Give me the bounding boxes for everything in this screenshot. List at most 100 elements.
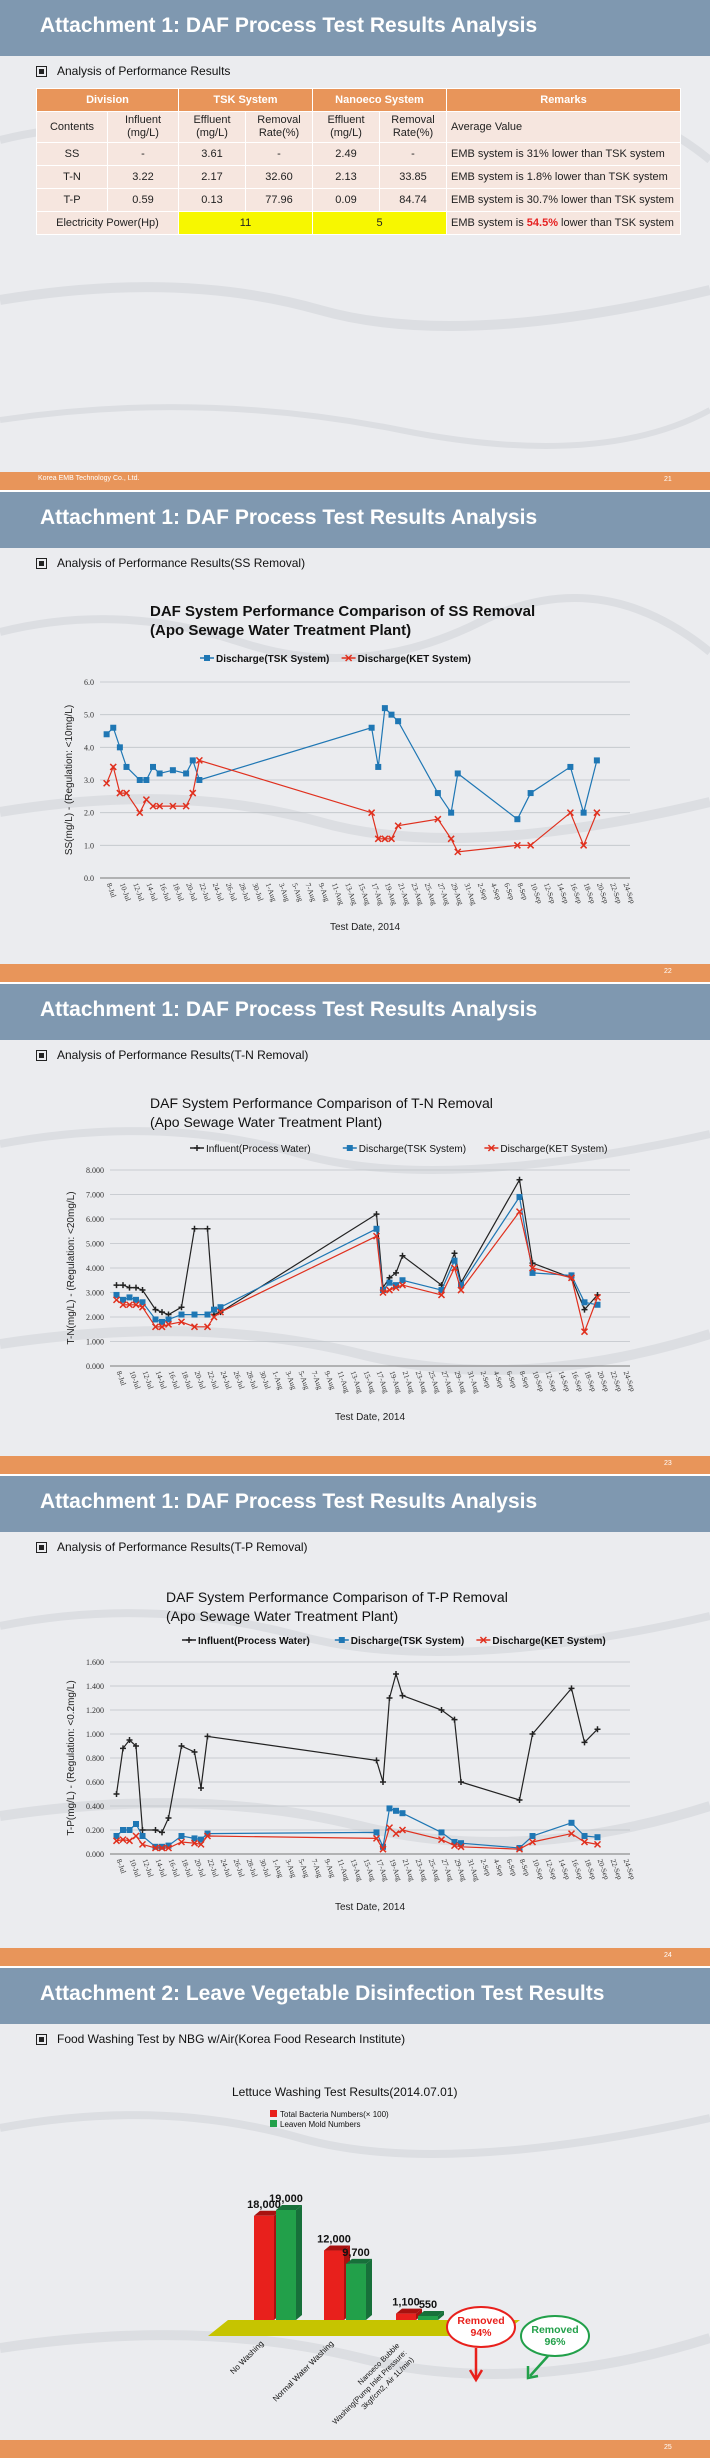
data-point: [515, 1845, 524, 1853]
bar-value-label: 19,000: [269, 2193, 303, 2205]
x-tick-label: 18-Jul: [180, 1370, 195, 1391]
ss-removal-chart: DAF System Performance Comparison of SS …: [64, 603, 637, 933]
y-tick-label: 1.400: [86, 1682, 104, 1691]
x-tick-label: 1-Aug: [264, 882, 279, 903]
data-point: [527, 790, 534, 797]
cell-nano-power: 5: [312, 211, 447, 235]
series-line: [116, 1826, 598, 1851]
series-discharge-ket-system-: [112, 1824, 602, 1853]
slide-25: Attachment 2: Leave Vegetable Disinfecti…: [0, 1968, 710, 2458]
slide-title: Attachment 1: DAF Process Test Results A…: [40, 506, 538, 529]
data-point: [198, 1785, 204, 1791]
slide-22: Attachment 1: DAF Process Test Results A…: [0, 492, 710, 982]
bar: [254, 2215, 274, 2320]
bar-top: [324, 2245, 350, 2251]
x-tick-label: 20-Jul: [184, 882, 199, 903]
data-point: [345, 654, 353, 662]
data-point: [139, 1299, 146, 1306]
data-point: [580, 841, 588, 849]
x-tick-label: 8-Jul: [105, 882, 119, 899]
data-point: [139, 1287, 146, 1294]
x-tick-label: 3-Aug: [284, 1858, 299, 1879]
series-discharge-tsk-system-: [103, 705, 600, 823]
data-point: [434, 790, 441, 797]
bullet-text: Analysis of Performance Results: [57, 64, 231, 78]
data-point: [568, 1685, 575, 1692]
data-point: [120, 1745, 126, 1752]
x-tick-label: 4-Sep: [489, 882, 504, 902]
row-label: T-P: [36, 188, 108, 212]
data-point: [178, 1311, 185, 1318]
slide-21: Attachment 1: DAF Process Test Results A…: [0, 0, 710, 490]
bar-value-label: 18,000: [247, 2199, 281, 2211]
page-number: 22: [664, 968, 672, 975]
remark-text: lower than TSK system: [558, 217, 674, 229]
data-point: [399, 1252, 406, 1259]
bar-side: [296, 2205, 302, 2320]
bullet-text: Food Washing Test by NBG w/Air(Korea Foo…: [57, 2032, 406, 2046]
slide-title: Attachment 1: DAF Process Test Results A…: [40, 998, 538, 1021]
x-tick-label: 3-Aug: [277, 882, 292, 903]
x-tick-label: 28-Jul: [237, 882, 252, 903]
legend-label: Discharge(KET System): [500, 1144, 607, 1155]
data-point: [457, 1843, 465, 1851]
data-point: [139, 1833, 146, 1839]
data-point: [451, 1250, 458, 1257]
bullet-square-icon: [36, 1542, 47, 1554]
cell-remark: EMB system is 30.7% lower than TSK syste…: [446, 188, 681, 212]
x-tick-label: 7-Aug: [310, 1858, 325, 1879]
data-point: [513, 841, 521, 849]
data-point: [373, 1225, 380, 1232]
series-discharge-tsk-system-: [113, 1805, 601, 1851]
data-point: [392, 1830, 400, 1838]
category-label: Normal Water Washing: [271, 2339, 335, 2403]
legend-label: Discharge(KET System): [492, 1636, 605, 1647]
data-point: [393, 1282, 399, 1289]
data-point: [514, 816, 521, 823]
bullet-heading: Analysis of Performance Results(SS Remov…: [36, 556, 305, 570]
x-tick-label: 18-Jul: [180, 1858, 195, 1879]
data-point: [116, 744, 123, 751]
y-tick-label: 5.0: [84, 711, 94, 720]
data-point: [191, 1835, 198, 1842]
series-influent-process-water-: [113, 1671, 601, 1836]
data-point: [103, 779, 111, 787]
data-point: [112, 1296, 121, 1304]
data-point: [204, 655, 210, 661]
data-point: [379, 1288, 387, 1297]
data-point: [437, 1291, 446, 1299]
data-point: [581, 1299, 588, 1306]
data-point: [150, 763, 156, 770]
data-point: [103, 731, 110, 738]
x-tick-label: 20-Jul: [193, 1858, 208, 1879]
y-axis-label: T-P(mg/L) - (Regulation: <0.2mg/L): [66, 1680, 77, 1835]
data-point: [386, 1805, 393, 1812]
data-point: [109, 763, 117, 771]
bar-top: [396, 2308, 422, 2314]
row-label: SS: [36, 142, 108, 166]
y-tick-label: 4.0: [84, 743, 94, 752]
x-tick-label: 16-Jul: [167, 1858, 182, 1879]
bullet-text: Analysis of Performance Results(SS Remov…: [57, 556, 306, 570]
data-point: [177, 1838, 186, 1846]
cell-remark: EMB system is 31% lower than TSK system: [446, 142, 681, 166]
y-tick-label: 3.0: [84, 776, 94, 785]
data-point: [387, 835, 396, 843]
data-point: [438, 1287, 445, 1294]
bullet-heading: Analysis of Performance Results(T-N Remo…: [36, 1048, 308, 1062]
data-point: [194, 1145, 200, 1151]
x-tick-label: 28-Jul: [245, 1858, 260, 1879]
y-tick-label: 0.000: [86, 1850, 104, 1859]
data-point: [398, 1826, 407, 1834]
data-point: [515, 1208, 524, 1216]
data-point: [119, 1301, 127, 1309]
data-point: [594, 1301, 601, 1308]
data-point: [386, 1279, 393, 1286]
bar-top: [254, 2210, 280, 2216]
data-point: [203, 1832, 212, 1840]
legend-label: Discharge(KET System): [358, 654, 471, 665]
data-point: [398, 1281, 407, 1289]
data-point: [566, 809, 574, 817]
x-tick-label: 26-Jul: [224, 882, 239, 903]
tp-removal-chart: DAF System Performance Comparison of T-P…: [66, 1589, 637, 1913]
